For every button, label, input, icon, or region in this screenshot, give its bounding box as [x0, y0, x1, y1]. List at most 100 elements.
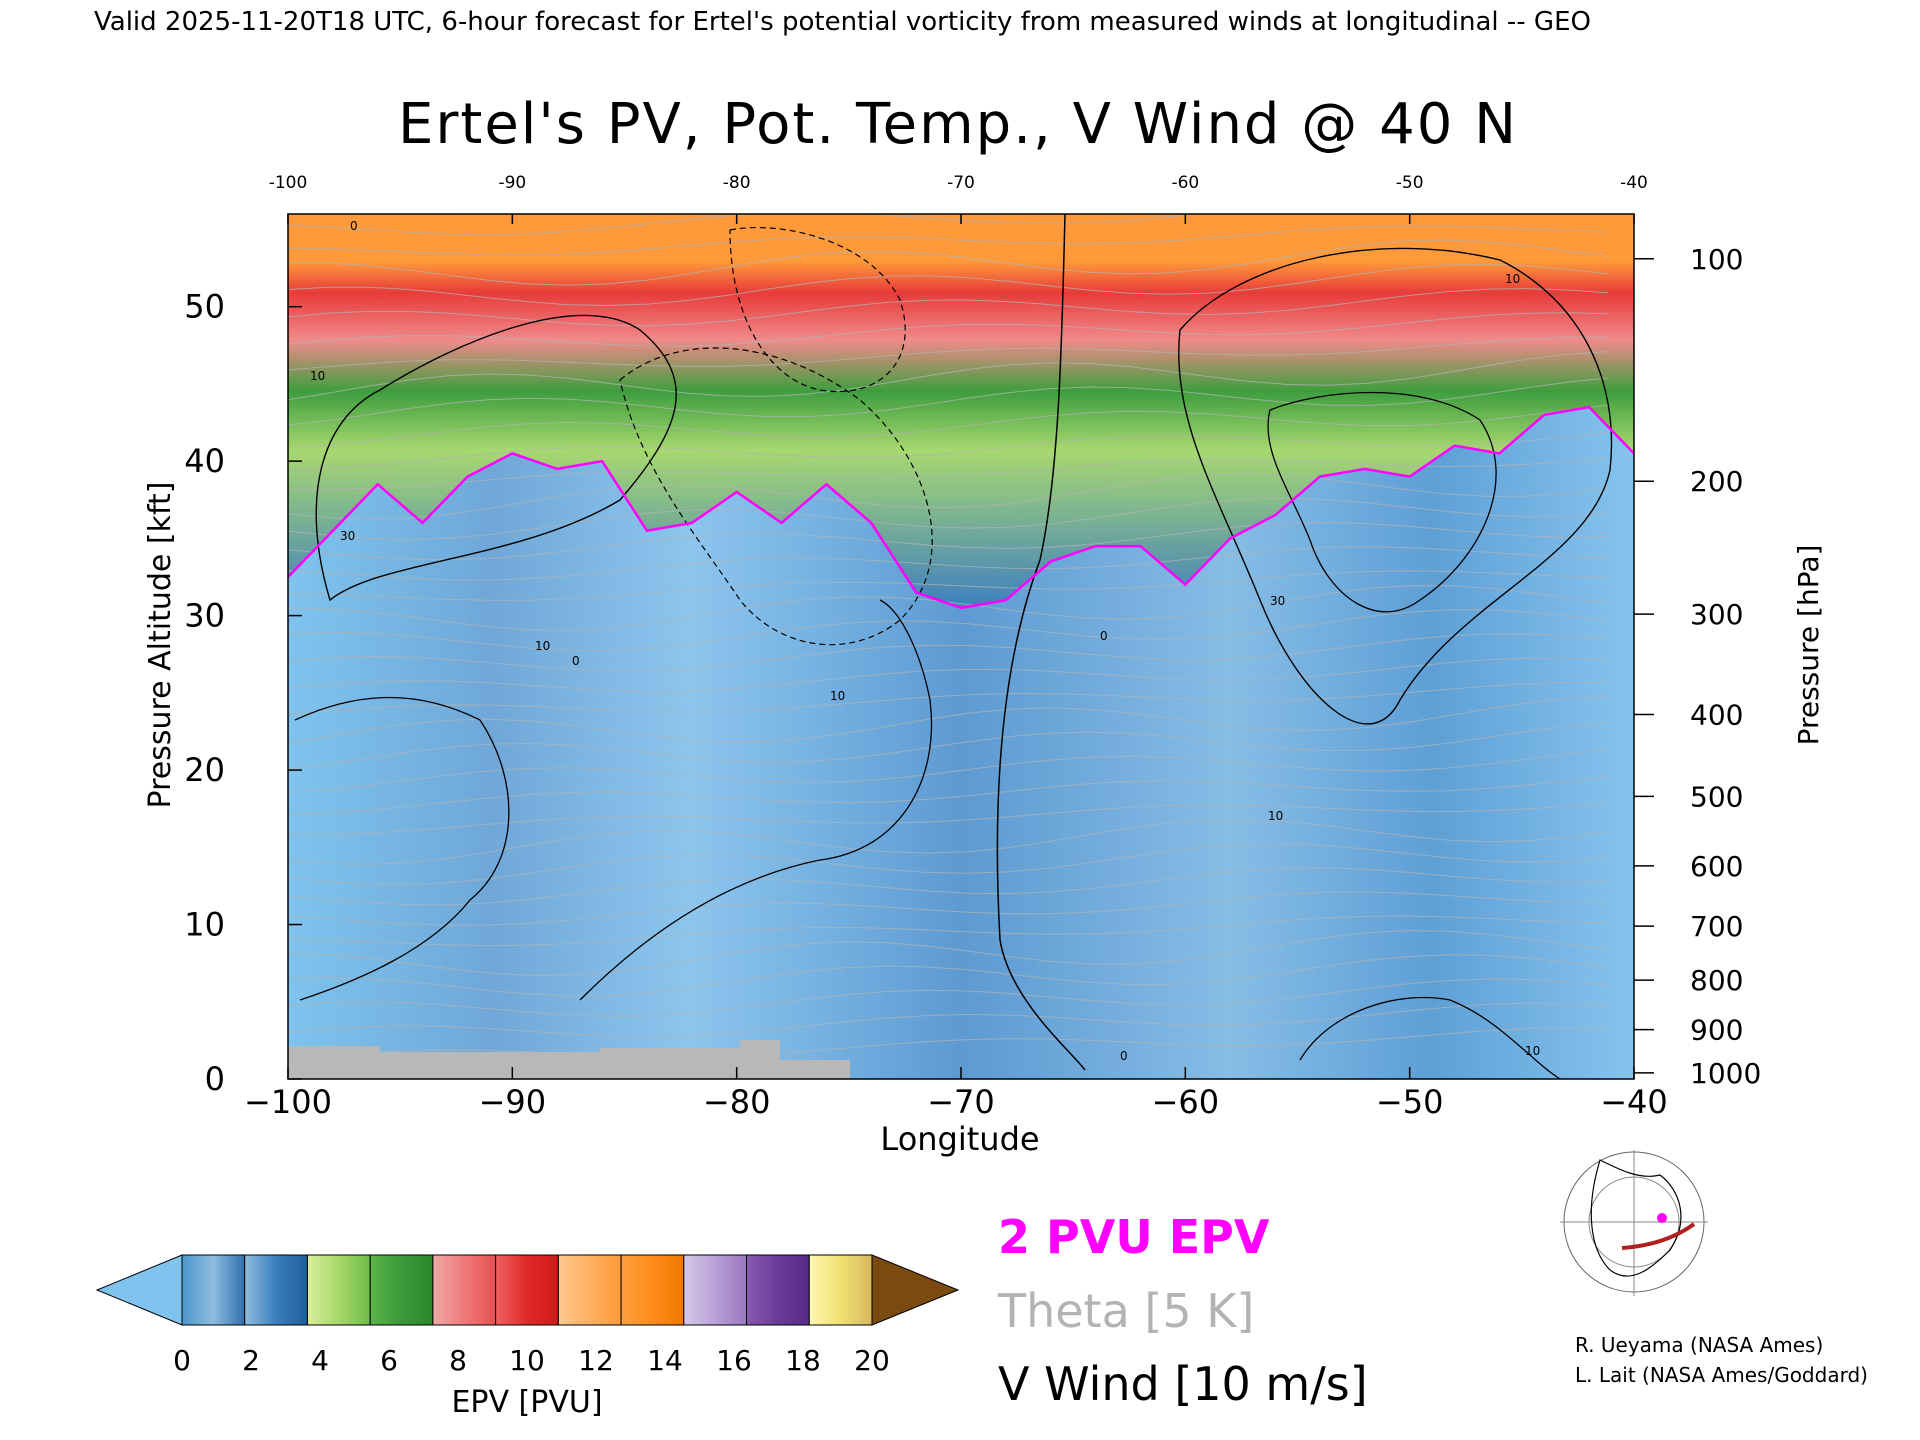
colorbar-segment [369, 1254, 434, 1326]
theta-line [288, 802, 1609, 835]
theta-line [288, 954, 1609, 997]
pressure-tick-label: 400 [1690, 698, 1743, 731]
colorbar-tick-label: 16 [716, 1344, 752, 1377]
y-tick-label: 0 [205, 1060, 225, 1098]
wind-contour-southeast [1299, 996, 1561, 1079]
y-tick-label: 20 [184, 751, 225, 789]
x-top-tick-label: -70 [947, 173, 975, 193]
credit-line-1: R. Ueyama (NASA Ames) [1575, 1333, 1823, 1357]
colorbar-segment [746, 1254, 810, 1326]
theta-line [288, 521, 1609, 561]
plot-area: 0 10 30 10 0 10 30 0 10 10 0 10 [288, 214, 1634, 1079]
x-axis-bottom: −100 −90 −80 −70 −60 −50 −40 [244, 1067, 1668, 1121]
x-tick-label: −80 [703, 1083, 771, 1121]
colorbar-tick-label: 6 [380, 1344, 398, 1377]
colorbar-segment [683, 1254, 748, 1326]
colorbar-segment [495, 1254, 559, 1326]
legend-vwind: V Wind [10 m/s] [998, 1357, 1368, 1411]
legend-theta: Theta [5 K] [997, 1284, 1254, 1338]
y2-axis-label: Pressure [hPa] [1792, 545, 1825, 746]
theta-line [288, 721, 1609, 770]
theta-line [288, 696, 1609, 744]
theta-line [288, 978, 1609, 1017]
x-tick-label: −100 [244, 1083, 332, 1121]
chart-title: Ertel's PV, Pot. Temp., V Wind @ 40 N [398, 92, 1518, 157]
wind-contour-right-inner [1267, 391, 1497, 613]
colorbar-segment [432, 1254, 497, 1326]
x-top-tick-label: -100 [269, 173, 308, 193]
x-top-tick-label: -40 [1620, 173, 1648, 193]
contour-label: 0 [572, 654, 580, 668]
colorbar-label: EPV [PVU] [451, 1385, 602, 1420]
contour-label: 0 [350, 219, 358, 233]
pressure-tick-label: 800 [1690, 964, 1743, 997]
wind-contour-dashed-center [619, 347, 933, 646]
colorbar-under-arrow [95, 1254, 183, 1326]
contour-label: 10 [1505, 272, 1520, 286]
wind-contour-west-loop [315, 314, 677, 602]
contour-label: 10 [1268, 809, 1283, 823]
legend-2pvu: 2 PVU EPV [998, 1210, 1270, 1264]
theta-line [288, 818, 1609, 865]
theta-line [288, 497, 1609, 541]
pressure-tick-label: 500 [1690, 780, 1743, 813]
inset-map [1536, 1148, 1732, 1296]
theta-line [288, 312, 1609, 347]
colorbar-segment [244, 1254, 308, 1326]
theta-line [288, 609, 1609, 652]
surface-terrain [288, 1040, 850, 1079]
theta-line [288, 473, 1609, 520]
contour-labels: 0 10 30 10 0 10 30 0 10 10 0 10 [310, 219, 1540, 1063]
contour-label: 30 [340, 529, 355, 543]
colorbar-segment [620, 1254, 685, 1326]
tropopause-2pvu-line [288, 405, 1634, 610]
x-tick-label: −40 [1600, 1083, 1668, 1121]
pressure-tick-label: 700 [1690, 910, 1743, 943]
colorbar-tick-label: 2 [242, 1344, 260, 1377]
pressure-tick-label: 300 [1690, 598, 1743, 631]
colorbar-tick-label: 14 [647, 1344, 683, 1377]
theta-line [288, 336, 1609, 371]
colorbar-tick-label: 12 [578, 1344, 614, 1377]
colorbar-tick-label: 0 [173, 1344, 191, 1377]
colorbar-segment [557, 1254, 622, 1326]
y-tick-label: 10 [184, 906, 225, 944]
pressure-tick-label: 1000 [1690, 1057, 1761, 1090]
wind-contour-south [294, 696, 510, 1001]
theta-line [288, 891, 1609, 926]
colorbar-segment [306, 1254, 371, 1326]
contour-label: 10 [1525, 1044, 1540, 1058]
theta-line [288, 546, 1609, 581]
y-axis-right-pressure: 100 200 300 400 500 600 700 800 900 1000 [1634, 243, 1761, 1090]
y-tick-label: 50 [184, 288, 225, 326]
theta-line [288, 657, 1609, 692]
theta-line [288, 1002, 1609, 1038]
colorbar-tick-label: 20 [854, 1344, 890, 1377]
y-tick-label: 40 [184, 442, 225, 480]
contour-label: 0 [1100, 629, 1108, 643]
valid-line: Valid 2025-11-20T18 UTC, 6-hour forecast… [94, 7, 1591, 37]
inset-marker [1657, 1213, 1667, 1223]
x-tick-label: −90 [479, 1083, 547, 1121]
contour-label: 10 [310, 369, 325, 383]
x-tick-label: −70 [927, 1083, 995, 1121]
wind-contour-dashed-upper [729, 227, 906, 392]
colorbar: 0 2 4 6 8 10 12 14 16 18 20 [95, 1254, 960, 1377]
theta-line [288, 404, 1609, 449]
theta-line [288, 1026, 1609, 1060]
inset-section-line [1621, 1222, 1696, 1250]
colorbar-segment [181, 1254, 246, 1326]
y-axis-left: 0 10 20 30 40 50 [184, 288, 302, 1098]
theta-line [288, 930, 1609, 976]
x-tick-label: −60 [1152, 1083, 1220, 1121]
colorbar-tick-label: 18 [785, 1344, 821, 1377]
colorbar-tick-label: 10 [509, 1344, 545, 1377]
pressure-tick-label: 200 [1690, 465, 1743, 498]
x-axis-label: Longitude [880, 1120, 1039, 1158]
theta-line [288, 681, 1609, 715]
x-top-tick-label: -60 [1171, 173, 1199, 193]
theta-line [288, 351, 1609, 401]
theta-line [288, 263, 1609, 307]
contour-label: 10 [830, 689, 845, 703]
